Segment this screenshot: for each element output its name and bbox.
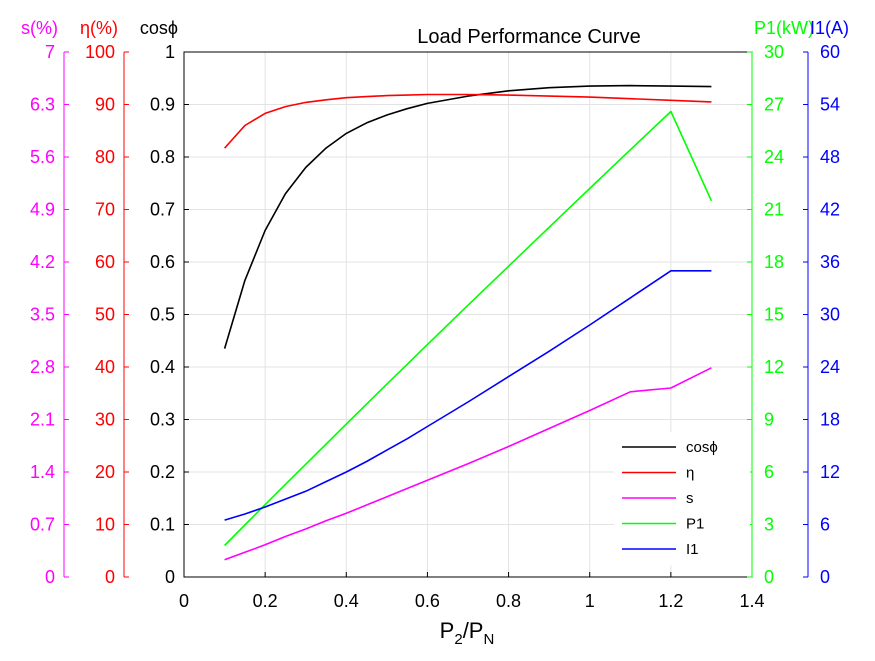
y-tick-label: 36 — [820, 252, 840, 272]
axes-layer: 0 0.2 0.4 0.6 0.8 1 1.2 1.400.71.42.12.83.54.24… — [21, 18, 849, 611]
y-tick-label: 0.2 — [150, 462, 175, 482]
series-line-cosphi — [223, 84, 712, 349]
y-tick-label: 0.8 — [150, 147, 175, 167]
y-tick-label: 70 — [95, 200, 115, 220]
chart-title: Load Performance Curve — [417, 26, 640, 48]
y-tick-label: 6.3 — [30, 95, 55, 115]
y-tick-label: 0 — [165, 567, 175, 587]
y-tick-label: 2.8 — [30, 357, 55, 377]
y-tick-label: 40 — [95, 357, 115, 377]
y-tick-label: 24 — [764, 147, 784, 167]
y-axis-title-s: s(%) — [21, 18, 58, 38]
y-tick-label: 2.1 — [30, 410, 55, 430]
y-axis-title-i1: I1(A) — [810, 18, 849, 38]
y-axis-title-cosphi: cosϕ — [140, 18, 178, 38]
y-tick-label: 4.9 — [30, 200, 55, 220]
y-tick-label: 30 — [820, 305, 840, 325]
y-tick-label: 30 — [764, 42, 784, 62]
y-tick-label: 24 — [820, 357, 840, 377]
grid-layer — [183, 51, 753, 578]
y-tick-label: 0 — [764, 567, 774, 587]
legend-label: s — [686, 490, 694, 507]
legend-label: P1 — [686, 516, 704, 533]
x-tick-label: 0.8 — [496, 591, 521, 611]
y-tick-label: 48 — [820, 147, 840, 167]
x-tick-label: 0 — [179, 591, 189, 611]
y-axis-p1: 0 3 6 9 12 15 18 21 24 27 30 P1(kW) — [747, 18, 814, 587]
y-tick-label: 0.7 — [30, 515, 55, 535]
x-tick-label: 1.2 — [658, 591, 683, 611]
series-line-p1 — [224, 110, 713, 547]
y-tick-label: 6 — [820, 515, 830, 535]
y-tick-label: 20 — [95, 462, 115, 482]
y-tick-label: 0.9 — [150, 95, 175, 115]
y-tick-label: 12 — [764, 357, 784, 377]
y-tick-label: 6 — [764, 462, 774, 482]
y-tick-label: 50 — [95, 305, 115, 325]
y-tick-label: 1.4 — [30, 462, 55, 482]
y-tick-label: 0.6 — [150, 252, 175, 272]
y-tick-label: 21 — [764, 200, 784, 220]
y-tick-label: 54 — [820, 95, 840, 115]
y-tick-label: 15 — [764, 305, 784, 325]
y-tick-label: 42 — [820, 200, 840, 220]
legend-label: cosϕ — [686, 439, 718, 456]
y-tick-label: 60 — [95, 252, 115, 272]
y-tick-label: 9 — [764, 410, 774, 430]
x-tick-label: 0.4 — [334, 591, 359, 611]
x-tick-label: 0.6 — [415, 591, 440, 611]
y-tick-label: 5.6 — [30, 147, 55, 167]
y-tick-label: 1 — [165, 42, 175, 62]
y-tick-label: 4.2 — [30, 252, 55, 272]
series-line-s — [224, 367, 712, 561]
y-axis-cosphi: 0 0.1 0.2 0.3 0.4 0.5 0.6 0.7 0.8 0.9 1 cosϕ — [140, 18, 189, 587]
y-tick-label: 0.4 — [150, 357, 175, 377]
y-axis-title-p1: P1(kW) — [754, 18, 814, 38]
y-tick-label: 0.1 — [150, 515, 175, 535]
y-axis-s: 0 0.7 1.4 2.1 2.8 3.5 4.2 4.9 5.6 6.3 7 s(%) — [21, 18, 69, 587]
y-tick-label: 30 — [95, 410, 115, 430]
legend-label: I1 — [686, 541, 699, 558]
series-line-eta — [224, 93, 712, 149]
y-tick-label: 60 — [820, 42, 840, 62]
y-axis-eta: 0 10 20 30 40 50 60 70 80 90 100 η(%) — [80, 18, 129, 587]
y-tick-label: 80 — [95, 147, 115, 167]
legend-label: η — [686, 465, 694, 482]
y-tick-label: 3.5 — [30, 305, 55, 325]
y-tick-label: 18 — [764, 252, 784, 272]
y-tick-label: 0 — [820, 567, 830, 587]
series-line-i1 — [224, 269, 712, 521]
legend: cosϕ ηs P1 I1 — [614, 432, 750, 566]
y-tick-label: 100 — [85, 42, 115, 62]
y-tick-label: 0.5 — [150, 305, 175, 325]
y-tick-label: 7 — [45, 42, 55, 62]
y-tick-label: 12 — [820, 462, 840, 482]
y-tick-label: 27 — [764, 95, 784, 115]
y-tick-label: 0.3 — [150, 410, 175, 430]
x-axis-title: P2/PN — [440, 618, 495, 648]
y-tick-label: 0 — [45, 567, 55, 587]
y-tick-label: 18 — [820, 410, 840, 430]
series-layer — [223, 84, 713, 561]
y-tick-label: 90 — [95, 95, 115, 115]
y-axis-i1: 0 6 12 18 24 30 36 42 48 54 60 I1(A) — [803, 18, 849, 587]
y-tick-label: 3 — [764, 515, 774, 535]
x-tick-label: 1.4 — [739, 591, 764, 611]
x-tick-label: 0.2 — [253, 591, 278, 611]
y-axis-title-eta: η(%) — [80, 18, 118, 38]
x-tick-label: 1 — [585, 591, 595, 611]
y-tick-label: 10 — [95, 515, 115, 535]
y-tick-label: 0.7 — [150, 200, 175, 220]
y-tick-label: 0 — [105, 567, 115, 587]
